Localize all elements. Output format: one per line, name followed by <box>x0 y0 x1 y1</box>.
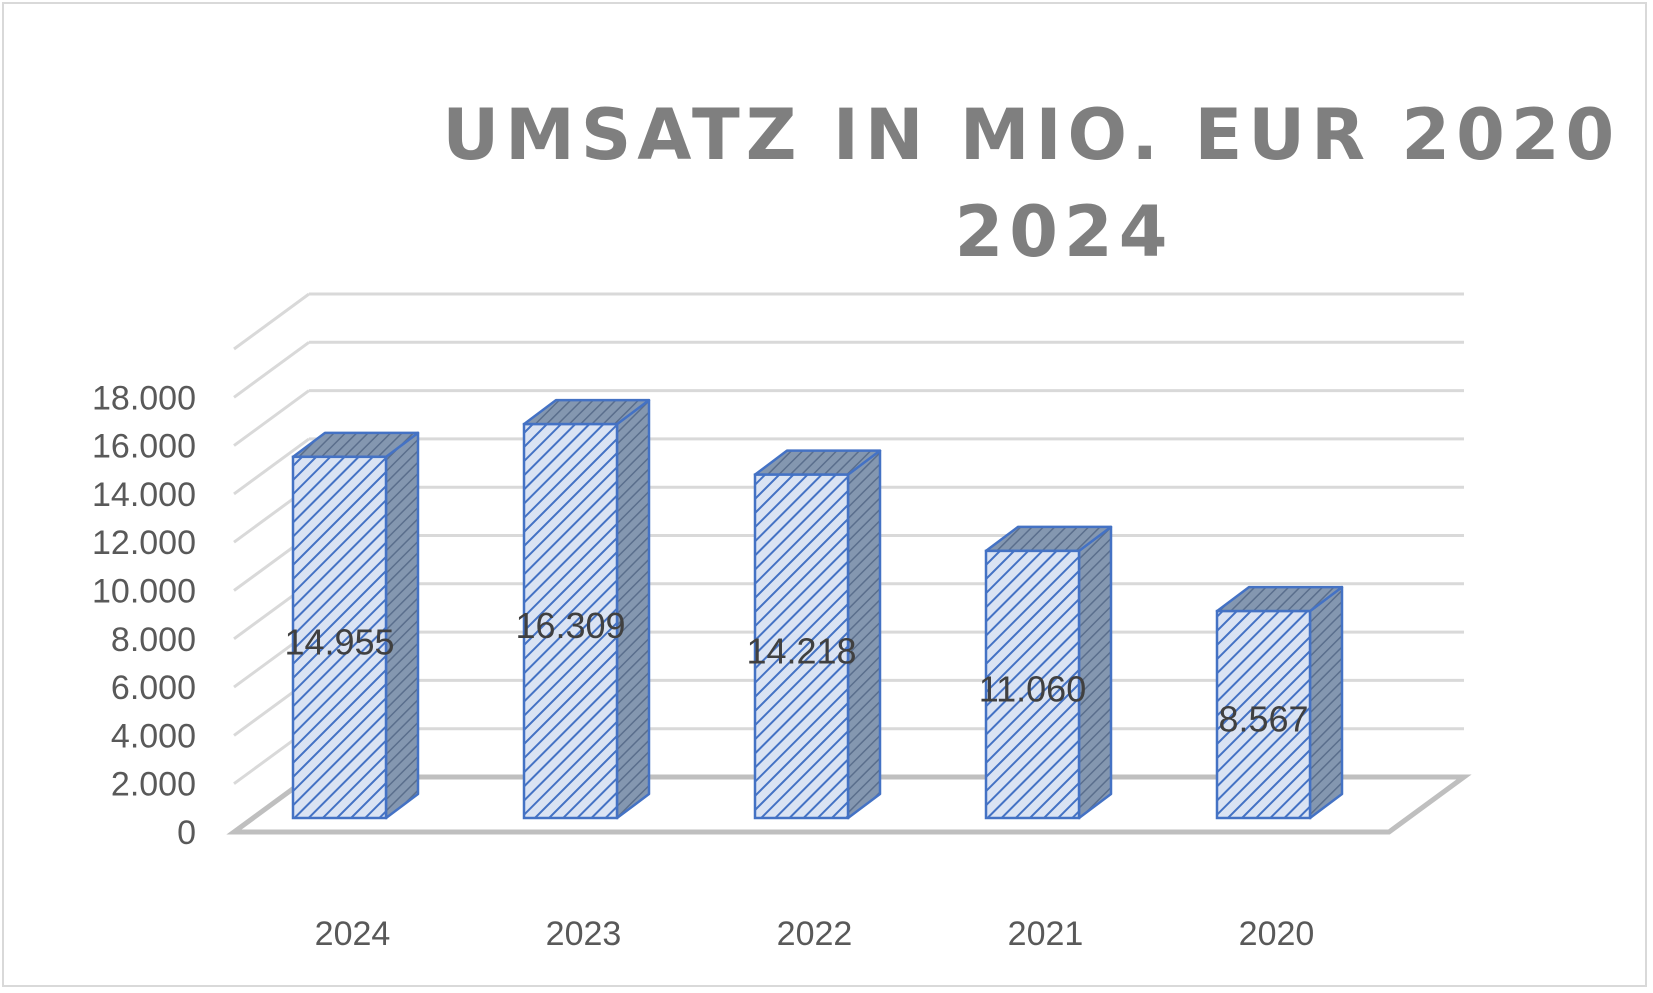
y-tick-label: 2.000 <box>111 766 196 804</box>
x-axis-categories: 2024 2023 2022 2021 2020 <box>315 915 1315 953</box>
chart-floor <box>226 774 1472 835</box>
data-label: 16.309 <box>515 605 625 646</box>
bar <box>522 398 651 820</box>
y-tick-label: 18.000 <box>92 379 196 417</box>
y-tick-label: 12.000 <box>92 524 196 562</box>
y-tick-label: 10.000 <box>92 573 196 611</box>
gridline <box>233 340 1464 399</box>
chart-title-line-2: 2024 <box>955 191 1174 273</box>
x-category-label: 2024 <box>315 915 391 953</box>
y-tick-label: 8.000 <box>111 621 196 659</box>
data-label: 14.955 <box>284 621 394 662</box>
x-category-label: 2022 <box>777 915 853 953</box>
chart-title-line-1: UMSATZ IN MIO. EUR 2020 - <box>442 94 1649 176</box>
y-tick-label: 0 <box>177 814 196 852</box>
bars: 14.955 16.309 14.218 11.060 8.567 <box>284 398 1344 820</box>
column-chart: UMSATZ IN MIO. EUR 2020 - 2024 0 2.000 4.0… <box>92 94 1649 953</box>
y-tick-label: 16.000 <box>92 428 196 466</box>
gridline <box>233 389 1464 447</box>
data-label: 8.567 <box>1218 699 1308 740</box>
x-category-label: 2023 <box>546 915 622 953</box>
bar <box>291 431 420 820</box>
data-label: 14.218 <box>746 630 856 671</box>
bar <box>984 525 1113 820</box>
y-axis-ticks: 0 2.000 4.000 6.000 8.000 10.000 12.000 14.000 1… <box>92 379 196 852</box>
gridline <box>233 292 1464 351</box>
x-category-label: 2021 <box>1008 915 1084 953</box>
y-tick-label: 4.000 <box>111 717 196 755</box>
gridline <box>233 437 1464 496</box>
gridlines <box>233 292 1464 785</box>
y-tick-label: 14.000 <box>92 476 196 514</box>
data-label: 11.060 <box>979 668 1086 709</box>
y-tick-label: 6.000 <box>111 669 196 707</box>
bar <box>1215 585 1344 820</box>
bar <box>753 449 882 820</box>
x-category-label: 2020 <box>1239 915 1315 953</box>
floor-outline <box>226 774 1472 835</box>
